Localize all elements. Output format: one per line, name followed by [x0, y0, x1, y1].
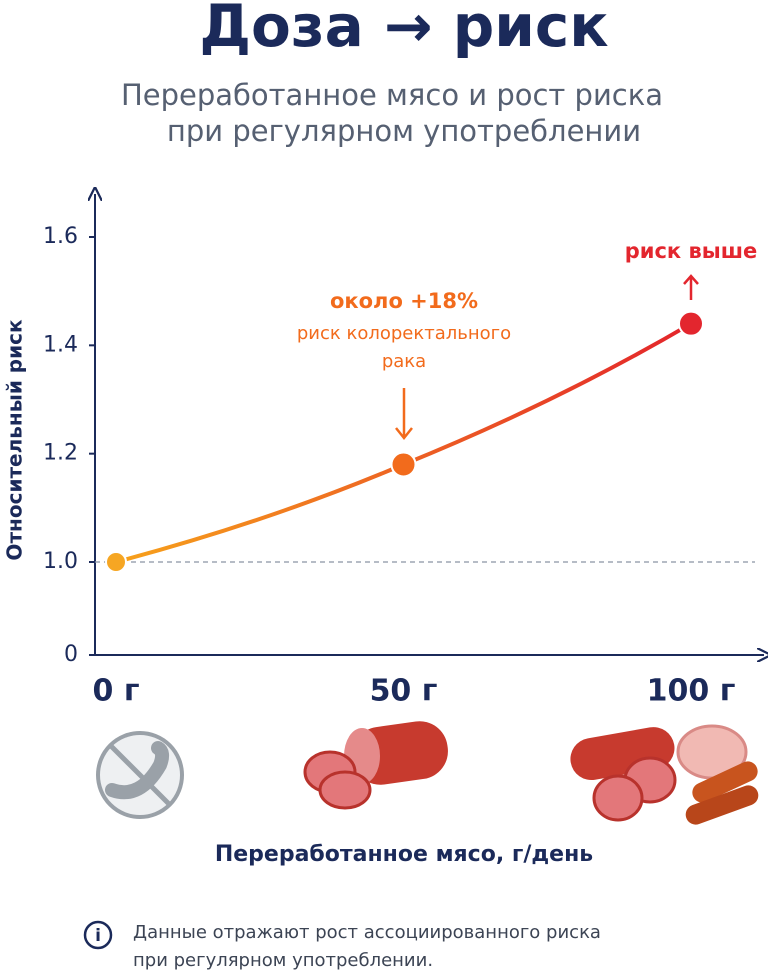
- y-tick-label: 1.6: [43, 224, 78, 249]
- y-tick-label: 1.0: [43, 549, 78, 574]
- annotation: рака: [382, 351, 426, 372]
- annotation-arrow: [683, 274, 699, 300]
- point: [105, 551, 127, 573]
- x-tick-label: 100 г: [647, 674, 736, 709]
- x-tick-label: 50 г: [370, 674, 438, 709]
- info-icon-glyph: i: [95, 926, 101, 946]
- subtitle: Переработанное мясо и рост риска: [121, 78, 663, 112]
- info-icon: [83, 920, 113, 950]
- no-meat-icon: [96, 731, 184, 819]
- note: Данные отражают рост ассоциированного ри…: [133, 922, 601, 943]
- x-axis-label: Переработанное мясо, г/день: [215, 842, 593, 867]
- point: [678, 310, 704, 337]
- annotation: около +18%: [330, 289, 478, 313]
- sausage-100g-icon: [570, 724, 759, 825]
- y-tick-label: 1.4: [43, 332, 78, 357]
- y-tick-label: 1.2: [43, 441, 78, 466]
- chart-title: Доза → риск: [199, 0, 608, 60]
- annotation-arrow: [395, 388, 413, 441]
- point: [390, 451, 417, 478]
- sausage-50g-icon: [303, 721, 448, 810]
- y-axis-label: Относительный риск: [3, 319, 27, 561]
- subtitle: при регулярном употреблении: [167, 114, 641, 148]
- x-tick-label: 0 г: [93, 674, 140, 709]
- annotation: риск выше: [625, 239, 758, 263]
- note: при регулярном употреблении.: [133, 950, 433, 971]
- y-tick-label: 0: [64, 642, 78, 667]
- annotation: риск колоректального: [297, 323, 511, 344]
